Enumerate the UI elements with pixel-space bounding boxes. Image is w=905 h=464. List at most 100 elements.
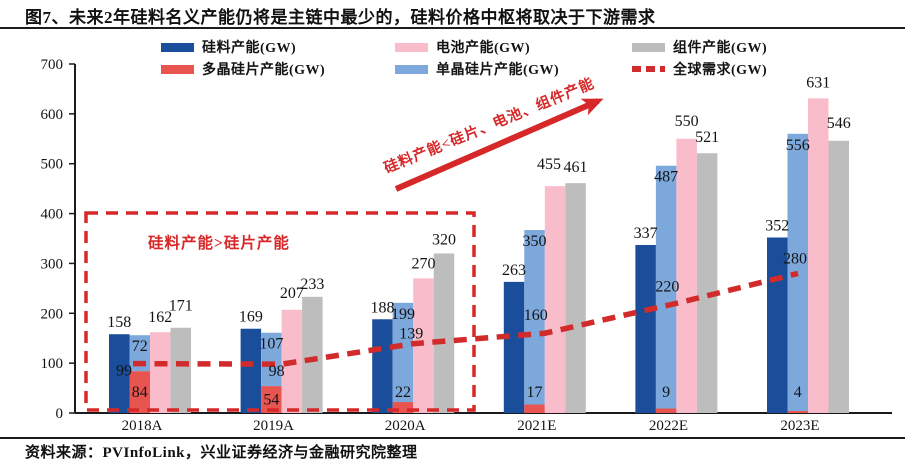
y-tick-label: 200 [41,306,64,322]
y-tick-label: 0 [56,406,64,422]
bar-module [565,183,586,413]
bar-cell [676,138,697,414]
x-category-label: 2019A [253,418,294,434]
value-label: 22 [395,384,411,401]
value-label: 171 [169,298,193,315]
legend-item-mono-wafer: 单晶硅片产能(GW) [395,61,560,78]
value-label: 107 [259,336,283,353]
legend-label: 电池产能(GW) [436,41,531,56]
value-label: 455 [537,156,561,173]
y-tick-label: 600 [41,107,64,123]
value-label: 54 [263,392,279,409]
annotation-box [84,211,476,412]
bar-cell [544,186,566,413]
legend-item-module: 组件产能(GW) [632,39,768,56]
demand-line [132,270,799,367]
poly-wafer-swatch-icon [161,64,194,74]
legend-item-silicon: 硅料产能(GW) [161,39,297,56]
y-tick-label: 300 [41,256,64,272]
x-category-label: 2021E [517,418,556,434]
value-label: 487 [654,169,678,186]
bar-cell [150,332,171,413]
x-category-label: 2018A [122,418,163,434]
bar-mono-wafer [655,165,677,409]
value-label: 270 [411,255,435,272]
bar-module [696,153,718,413]
value-label: 4 [794,384,802,401]
y-tick-label: 700 [41,57,64,73]
demand-label: 280 [783,250,807,267]
module-swatch-icon [632,42,665,52]
legend-item-global-demand: 全球需求(GW) [632,61,768,78]
value-label: 233 [300,276,324,293]
footer-divider [0,437,905,439]
trend-arrow-icon [394,98,604,192]
value-label: 320 [432,231,456,248]
bar-module [302,296,323,413]
annotation-box-label: 硅料产能>硅片产能 [148,233,290,252]
bar-poly-wafer [261,386,282,413]
x-category-label: 2022E [649,418,688,434]
bar-module [433,253,455,413]
bar-poly-wafer [655,408,677,413]
legend-item-cell: 电池产能(GW) [395,39,531,56]
value-label: 158 [107,314,131,331]
value-label: 546 [827,115,851,132]
demand-label: 99 [116,363,132,380]
value-label: 337 [634,225,658,242]
bar-cell [413,278,434,413]
bar-poly-wafer [524,404,545,413]
value-label: 188 [370,299,394,316]
legend-item-poly-wafer: 多晶硅片产能(GW) [161,61,326,78]
value-label: 72 [132,338,148,355]
value-label: 162 [148,309,172,326]
demand-label: 139 [399,326,423,343]
value-label: 199 [391,306,415,323]
value-label: 631 [806,74,830,91]
legend-label: 全球需求(GW) [673,63,768,78]
cell-swatch-icon [395,42,428,52]
bar-silicon [109,334,130,413]
value-label: 263 [502,262,526,279]
demand-dash-swatch-icon [632,66,665,72]
bar-mono-wafer [261,332,282,387]
value-label: 556 [786,137,810,154]
legend-label: 多晶硅片产能(GW) [202,63,326,78]
y-tick-label: 400 [41,207,64,223]
value-label: 350 [523,233,547,250]
demand-label: 220 [655,278,679,295]
bar-module [828,140,849,413]
value-label: 17 [527,384,543,401]
bar-cell [808,98,829,413]
bar-mono-wafer [392,302,414,403]
x-category-label: 2020A [385,418,426,434]
value-label: 521 [695,129,719,146]
legend-label: 单晶硅片产能(GW) [436,63,560,78]
bar-module [170,327,191,413]
bar-poly-wafer [129,371,150,413]
bar-silicon [372,319,393,413]
y-tick-label: 100 [41,356,64,372]
page-title: 图7、未来2年硅料名义产能仍将是主链中最少的，硅料价格中枢将取决于下游需求 [25,8,656,27]
bar-poly-wafer [392,402,414,413]
value-label: 84 [132,384,148,401]
value-label: 169 [239,309,263,326]
source-note: 资料来源：PVInfoLink，兴业证券经济与金融研究院整理 [25,445,418,461]
legend-label: 组件产能(GW) [673,41,768,56]
bar-mono-wafer [524,230,545,405]
value-label: 352 [765,218,789,235]
title-divider [0,27,905,29]
demand-label: 98 [269,363,285,380]
y-tick-label: 500 [41,157,64,173]
bar-silicon [240,328,262,413]
demand-label: 160 [524,307,548,324]
value-label: 461 [564,159,588,176]
legend-label: 硅料产能(GW) [202,41,297,56]
bar-poly-wafer [787,411,808,413]
mono-wafer-swatch-icon [395,64,428,74]
bar-silicon [635,244,656,413]
bar-silicon [503,281,525,413]
silicon-swatch-icon [161,42,194,52]
